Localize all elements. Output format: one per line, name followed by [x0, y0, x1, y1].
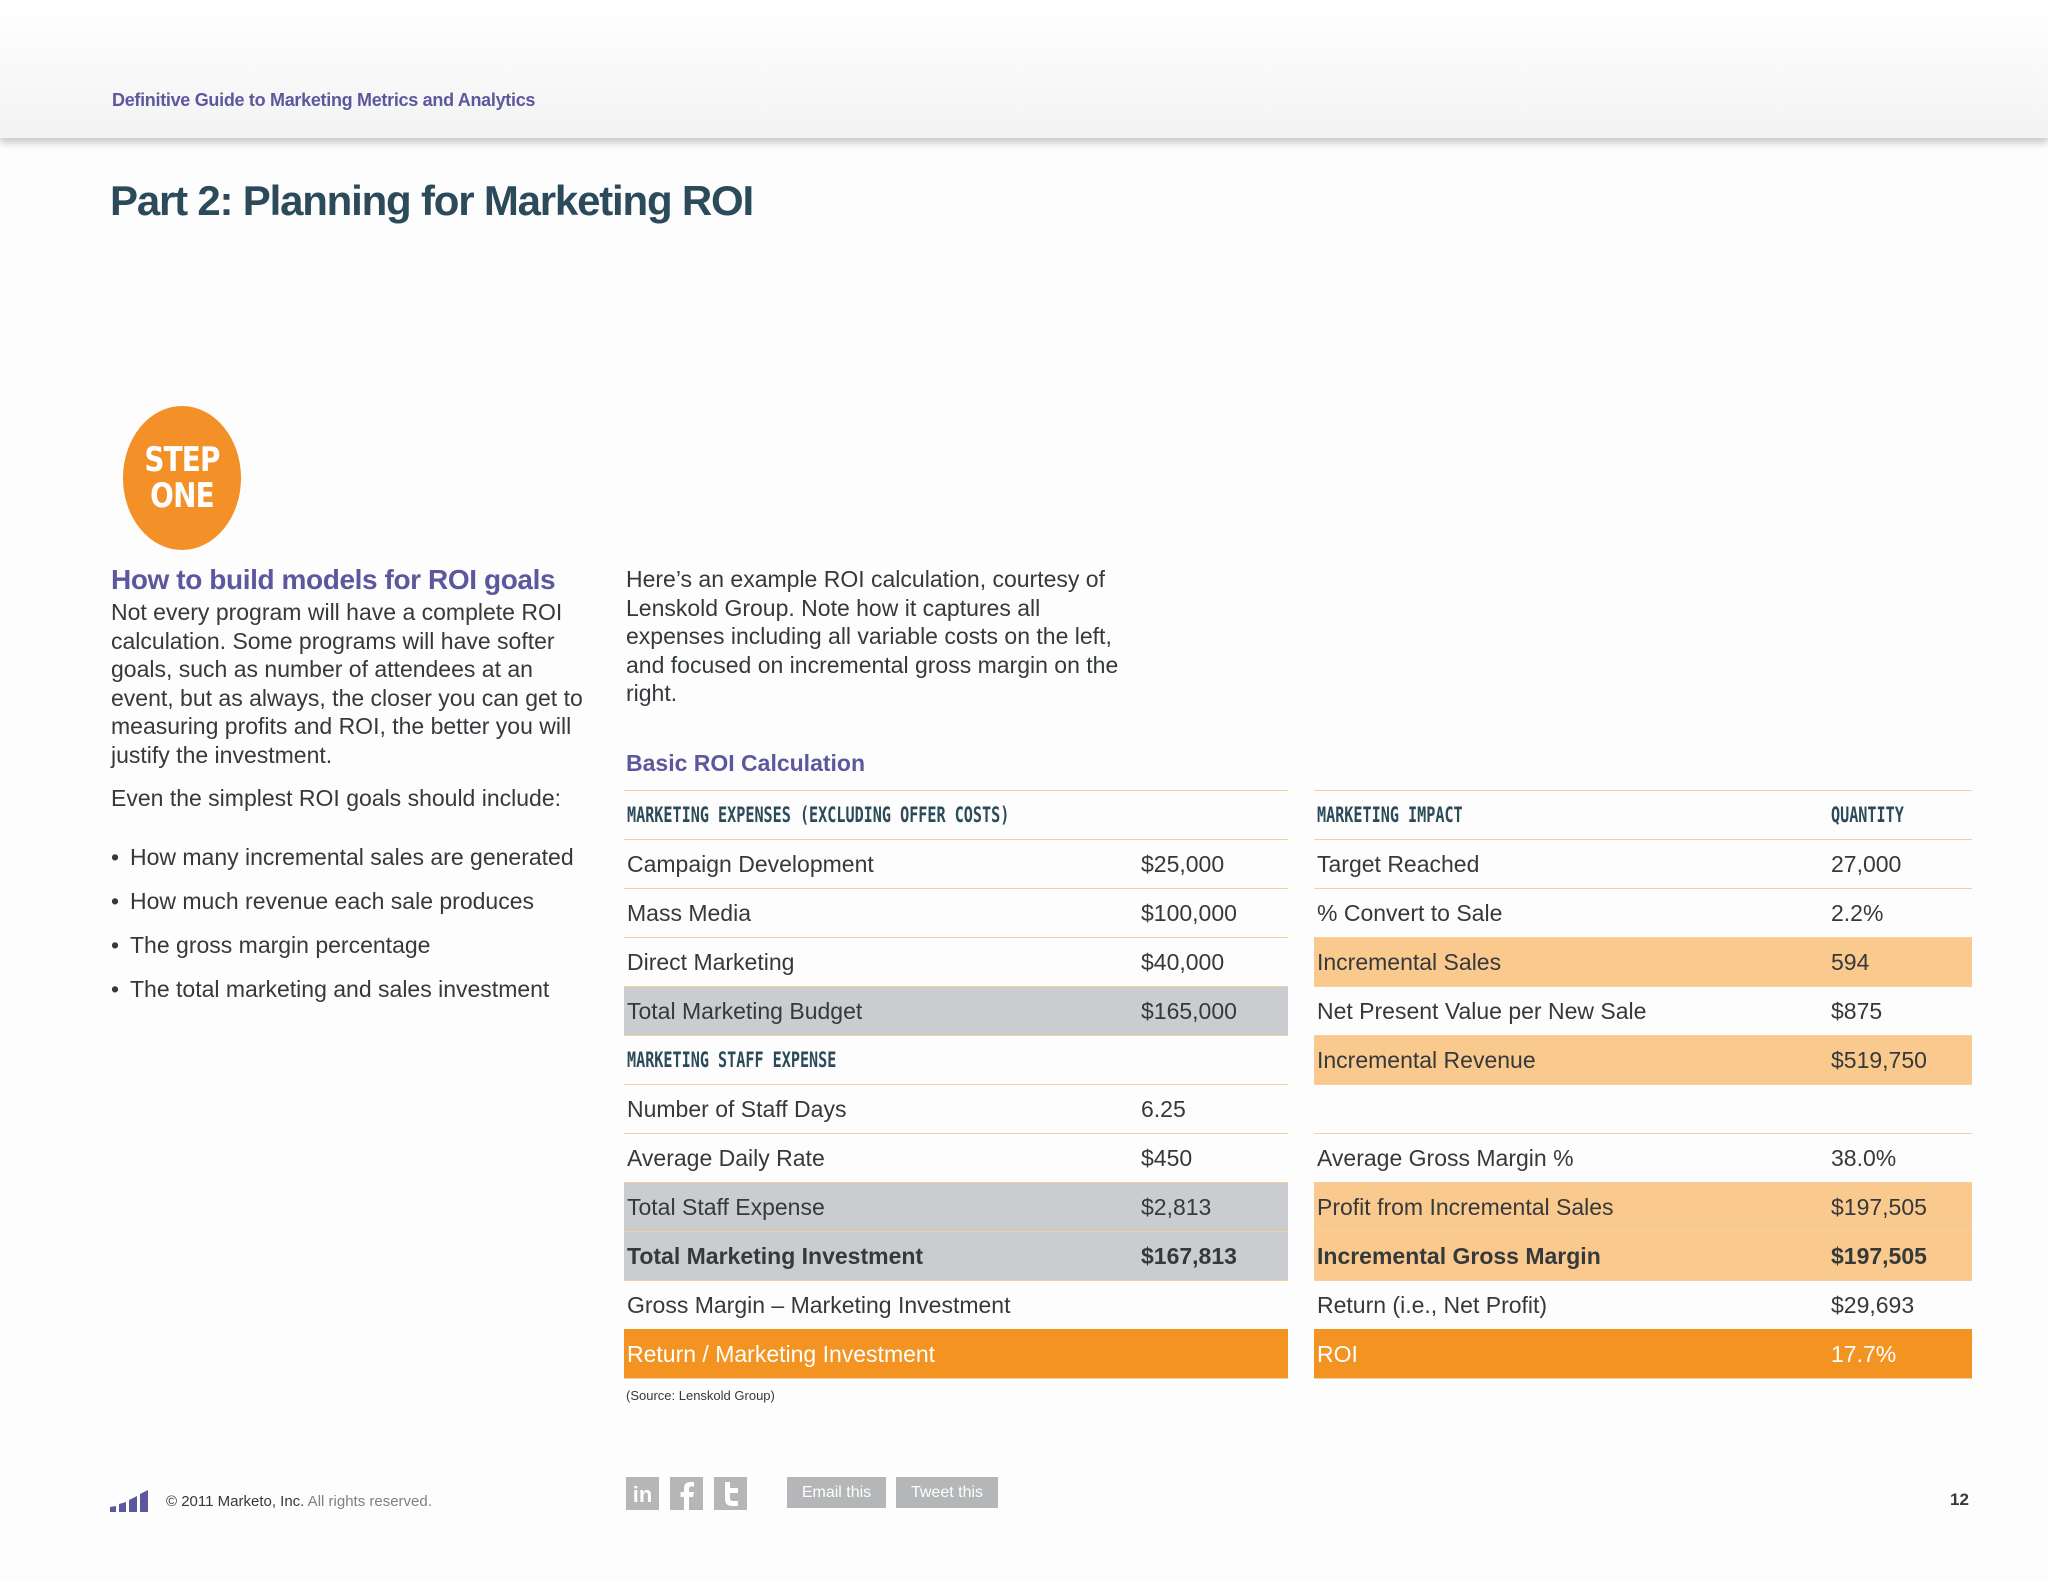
row-value: $519,750 [1828, 1035, 1972, 1085]
row-value: $197,505 [1828, 1182, 1972, 1232]
row-label: Mass Media [624, 888, 1138, 938]
row-value: 27,000 [1828, 839, 1972, 889]
row-value: 38.0% [1828, 1133, 1972, 1183]
expenses-header: MARKETING EXPENSES (EXCLUDING OFFER COST… [627, 803, 1010, 827]
row-value [1138, 1329, 1289, 1379]
page-title: Part 2: Planning for Marketing ROI [110, 177, 754, 224]
copyright: © 2011 Marketo, Inc. All rights reserved… [166, 1493, 432, 1510]
tweet-this-button[interactable]: Tweet this [896, 1477, 998, 1508]
row-value: 6.25 [1138, 1084, 1289, 1134]
table-row: ROI 17.7% [1314, 1329, 1972, 1379]
row-value: $875 [1828, 986, 1972, 1036]
header-band [0, 0, 2048, 138]
source-note: (Source: Lenskold Group) [626, 1388, 775, 1403]
table-row: Incremental Revenue $519,750 [1314, 1035, 1972, 1085]
table-row: Net Present Value per New Sale $875 [1314, 986, 1972, 1036]
list-item: • The gross margin percentage [111, 932, 431, 958]
row-label: Number of Staff Days [624, 1084, 1138, 1134]
row-label: Average Gross Margin % [1314, 1133, 1828, 1183]
row-value: 2.2% [1828, 888, 1972, 938]
table-row: Profit from Incremental Sales $197,505 [1314, 1182, 1972, 1232]
email-this-button[interactable]: Email this [787, 1477, 886, 1508]
row-value: $29,693 [1828, 1280, 1972, 1330]
row-value: $167,813 [1138, 1231, 1289, 1281]
row-value: $2,813 [1138, 1182, 1289, 1232]
left-column: How to build models for ROI goals Not ev… [111, 562, 601, 1011]
row-label: Incremental Revenue [1314, 1035, 1828, 1085]
staff-expense-header: MARKETING STAFF EXPENSE [627, 1048, 837, 1072]
row-label: Gross Margin – Marketing Investment [624, 1280, 1138, 1330]
goals-intro: Even the simplest ROI goals should inclu… [111, 785, 562, 811]
table-row: Average Daily Rate $450 [624, 1133, 1289, 1183]
row-value [1138, 1280, 1289, 1330]
list-item: • How much revenue each sale produces [111, 888, 535, 914]
row-label: Return (i.e., Net Profit) [1314, 1280, 1828, 1330]
impact-table: MARKETING IMPACT QUANTITY Target Reached… [1314, 790, 1972, 1379]
row-label: Incremental Sales [1314, 937, 1828, 987]
step-badge-line2: ONE [150, 476, 214, 516]
body-paragraph: Not every program will have a complete R… [111, 599, 583, 768]
row-label: Total Marketing Budget [624, 986, 1138, 1036]
row-label: Direct Marketing [624, 937, 1138, 987]
page-number: 12 [1950, 1490, 1969, 1509]
row-label: Total Staff Expense [624, 1182, 1138, 1232]
table-row: Average Gross Margin % 38.0% [1314, 1133, 1972, 1183]
step-badge-line1: STEP [144, 440, 220, 480]
table-row: Incremental Sales 594 [1314, 937, 1972, 987]
row-label: Net Present Value per New Sale [1314, 986, 1828, 1036]
row-value: $40,000 [1138, 937, 1289, 987]
table-row: Gross Margin – Marketing Investment [624, 1280, 1289, 1330]
table-header-row: MARKETING STAFF EXPENSE [624, 1035, 1289, 1085]
impact-header: MARKETING IMPACT [1317, 803, 1463, 827]
step-badge: STEP ONE [122, 406, 242, 550]
row-label: ROI [1314, 1329, 1828, 1379]
table-row: Total Marketing Budget $165,000 [624, 986, 1289, 1036]
section-heading: How to build models for ROI goals [111, 564, 556, 595]
row-value [1828, 1084, 1972, 1134]
expenses-table: MARKETING EXPENSES (EXCLUDING OFFER COST… [624, 790, 1289, 1379]
row-label: Total Marketing Investment [624, 1231, 1138, 1281]
row-value: 17.7% [1828, 1329, 1972, 1379]
table-row: Number of Staff Days 6.25 [624, 1084, 1289, 1134]
list-item: • The total marketing and sales investmen… [111, 976, 550, 1002]
row-value: $100,000 [1138, 888, 1289, 938]
row-label: Average Daily Rate [624, 1133, 1138, 1183]
facebook-icon[interactable] [670, 1477, 703, 1510]
twitter-icon[interactable] [714, 1477, 747, 1510]
row-label: Incremental Gross Margin [1314, 1231, 1828, 1281]
table-row: Target Reached 27,000 [1314, 839, 1972, 889]
table-row: Incremental Gross Margin $197,505 [1314, 1231, 1972, 1281]
table-row: Total Marketing Investment $167,813 [624, 1231, 1289, 1281]
table-row: Return / Marketing Investment [624, 1329, 1289, 1379]
row-value: $25,000 [1138, 839, 1289, 889]
goals-list: • How many incremental sales are generate… [111, 835, 601, 1011]
row-label [1314, 1084, 1828, 1134]
table-row: Campaign Development $25,000 [624, 839, 1289, 889]
table-header-row: MARKETING IMPACT QUANTITY [1314, 790, 1972, 840]
svg-text:in: in [633, 1482, 653, 1507]
quantity-header: QUANTITY [1831, 803, 1904, 827]
row-value: $450 [1138, 1133, 1289, 1183]
table-row: Return (i.e., Net Profit) $29,693 [1314, 1280, 1972, 1330]
row-label: Campaign Development [624, 839, 1138, 889]
intro-paragraph: Here’s an example ROI calculation, court… [626, 566, 1119, 706]
row-value: $165,000 [1138, 986, 1289, 1036]
table-row [1314, 1084, 1972, 1134]
table-row: Direct Marketing $40,000 [624, 937, 1289, 987]
table-title: Basic ROI Calculation [626, 750, 866, 776]
row-label: Return / Marketing Investment [624, 1329, 1138, 1379]
row-value: 594 [1828, 937, 1972, 987]
row-label: % Convert to Sale [1314, 888, 1828, 938]
table-header-row: MARKETING EXPENSES (EXCLUDING OFFER COST… [624, 790, 1289, 840]
row-value: $197,505 [1828, 1231, 1972, 1281]
row-label: Profit from Incremental Sales [1314, 1182, 1828, 1232]
row-label: Target Reached [1314, 839, 1828, 889]
table-row: % Convert to Sale 2.2% [1314, 888, 1972, 938]
table-row: Total Staff Expense $2,813 [624, 1182, 1289, 1232]
marketo-logo-icon [110, 1490, 148, 1512]
list-item: • How many incremental sales are generate… [111, 844, 574, 870]
linkedin-icon[interactable]: in [626, 1477, 659, 1510]
document-title: Definitive Guide to Marketing Metrics an… [112, 90, 536, 110]
table-row: Mass Media $100,000 [624, 888, 1289, 938]
